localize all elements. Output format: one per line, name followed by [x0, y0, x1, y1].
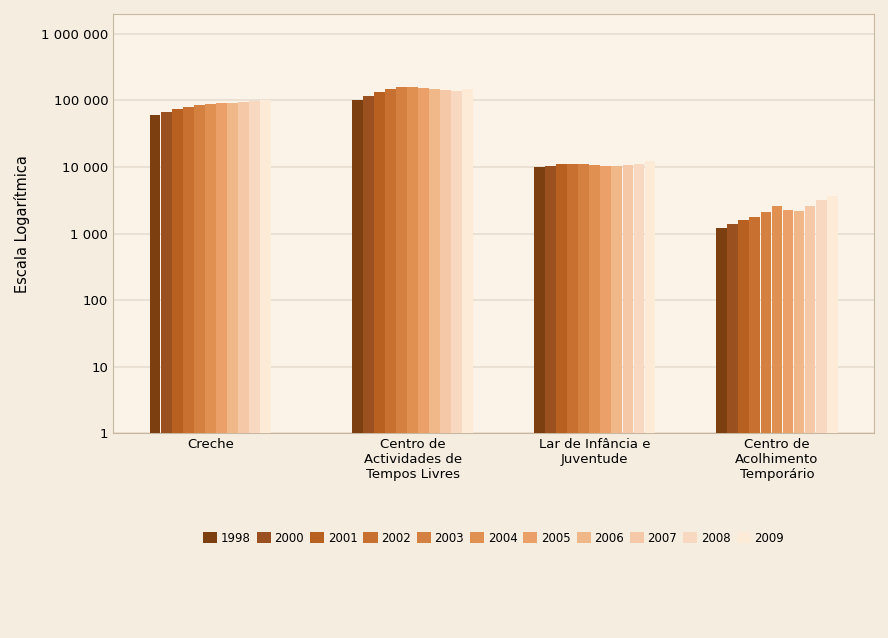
- Y-axis label: Escala Logarítmica: Escala Logarítmica: [14, 154, 30, 293]
- Bar: [352, 101, 363, 638]
- Bar: [590, 165, 600, 638]
- Bar: [451, 91, 463, 638]
- Bar: [749, 217, 760, 638]
- Bar: [567, 164, 578, 638]
- Bar: [717, 228, 727, 638]
- Bar: [535, 167, 545, 638]
- Bar: [363, 96, 374, 638]
- Bar: [633, 165, 645, 638]
- Bar: [816, 200, 827, 638]
- Bar: [216, 103, 226, 638]
- Bar: [418, 88, 429, 638]
- Bar: [227, 103, 238, 638]
- Bar: [827, 196, 837, 638]
- Bar: [772, 206, 782, 638]
- Bar: [205, 104, 216, 638]
- Bar: [556, 165, 567, 638]
- Bar: [171, 109, 183, 638]
- Bar: [385, 89, 396, 638]
- Bar: [183, 107, 194, 638]
- Bar: [739, 220, 749, 638]
- Bar: [545, 166, 556, 638]
- Bar: [150, 115, 161, 638]
- Bar: [622, 165, 633, 638]
- Bar: [578, 165, 589, 638]
- Bar: [612, 166, 622, 638]
- Bar: [194, 105, 204, 638]
- Bar: [463, 89, 473, 638]
- Bar: [782, 209, 793, 638]
- Bar: [760, 212, 772, 638]
- Bar: [396, 87, 407, 638]
- Bar: [408, 87, 418, 638]
- Legend: 1998, 2000, 2001, 2002, 2003, 2004, 2005, 2006, 2007, 2008, 2009: 1998, 2000, 2001, 2002, 2003, 2004, 2005…: [203, 531, 784, 544]
- Bar: [440, 90, 451, 638]
- Bar: [727, 224, 738, 638]
- Bar: [805, 206, 815, 638]
- Bar: [600, 166, 611, 638]
- Bar: [374, 92, 385, 638]
- Bar: [238, 102, 249, 638]
- Bar: [260, 101, 271, 638]
- Bar: [429, 89, 440, 638]
- Bar: [249, 101, 260, 638]
- Bar: [161, 112, 171, 638]
- Bar: [645, 161, 655, 638]
- Bar: [794, 211, 805, 638]
